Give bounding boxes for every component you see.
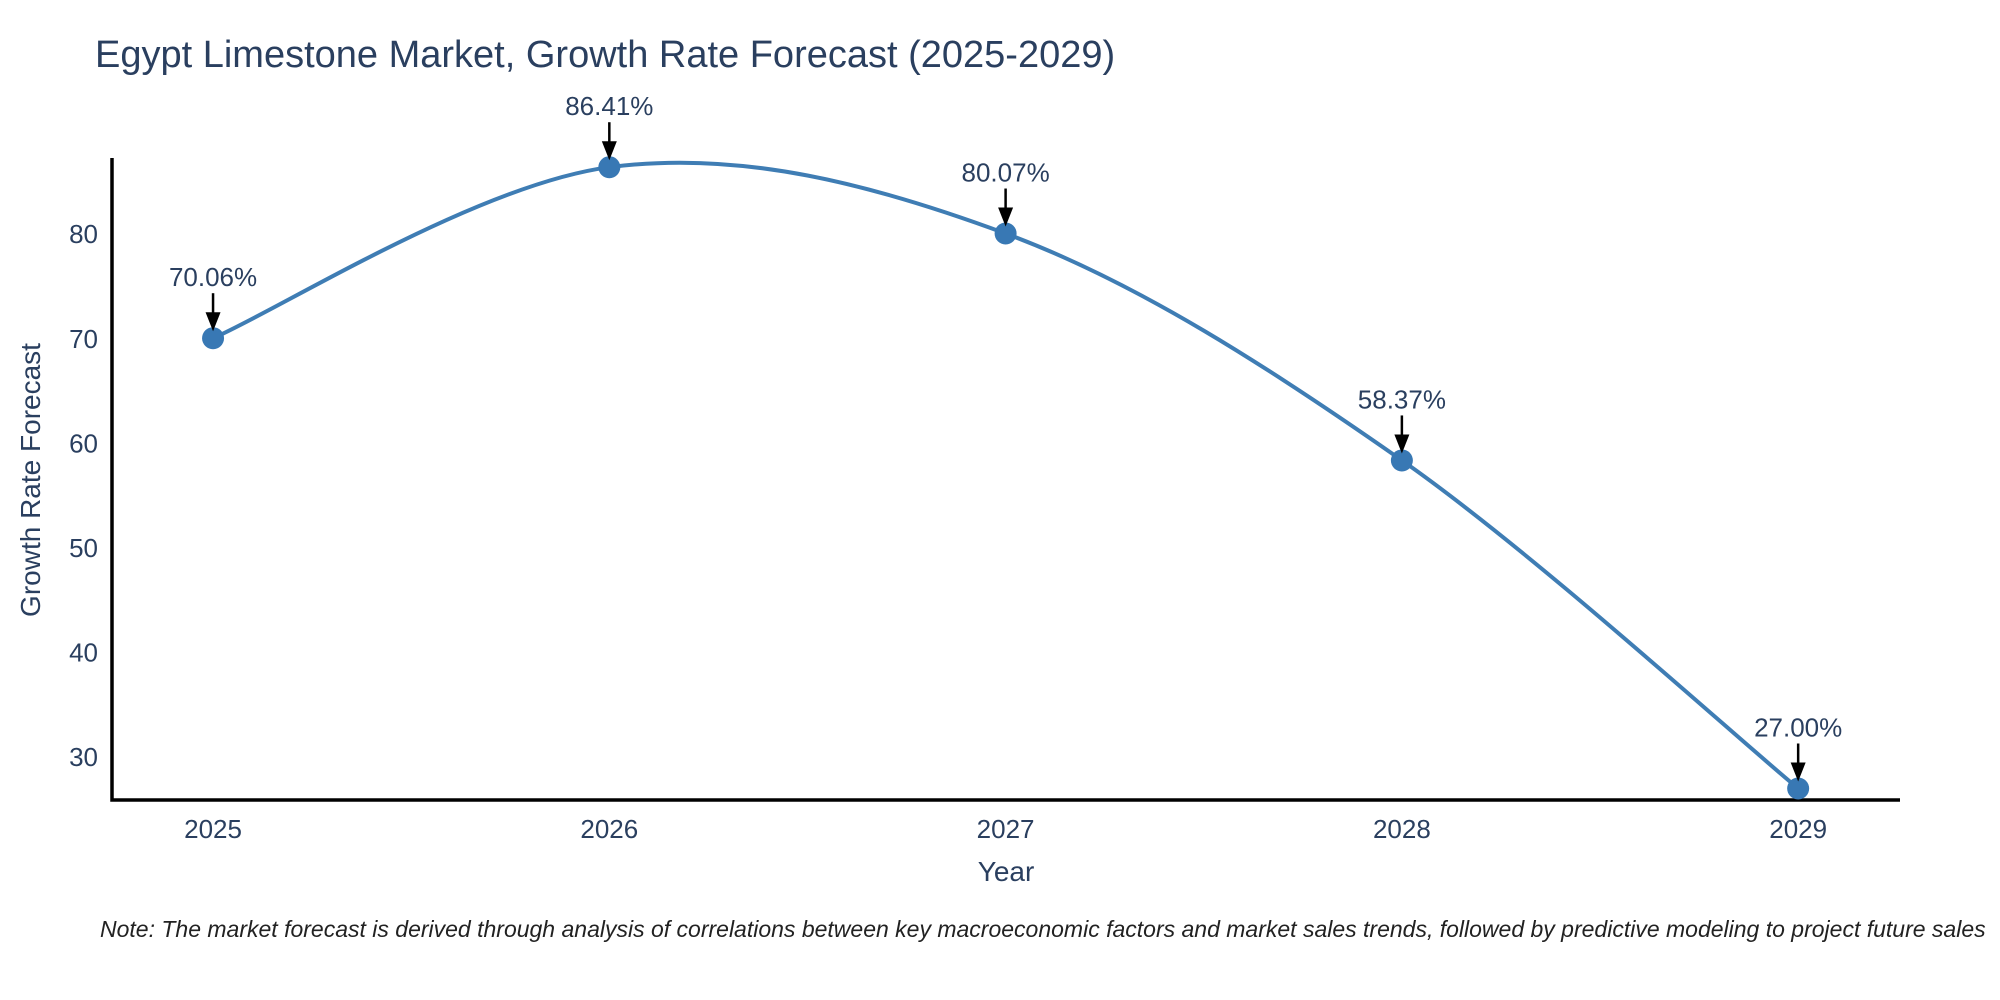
footnote: Note: The market forecast is derived thr… <box>100 916 1986 942</box>
y-axis-title: Growth Rate Forecast <box>15 343 46 617</box>
point-annotation-label: 86.41% <box>565 91 653 121</box>
annotation-arrowhead <box>205 312 221 332</box>
series-line <box>211 160 1801 791</box>
chart-title: Egypt Limestone Market, Growth Rate Fore… <box>95 34 1116 76</box>
x-tick-label: 2027 <box>977 814 1035 844</box>
data-point-marker[interactable] <box>202 327 225 350</box>
x-axis-title: Year <box>977 856 1035 887</box>
point-annotation-label: 70.06% <box>169 262 257 292</box>
data-point-marker[interactable] <box>1390 449 1413 472</box>
y-tick-label: 30 <box>69 742 98 772</box>
x-tick-label: 2028 <box>1373 814 1431 844</box>
point-annotation-label: 27.00% <box>1754 712 1842 742</box>
y-tick-label: 80 <box>69 219 98 249</box>
y-tick-label: 50 <box>69 533 98 563</box>
annotation-arrowhead <box>1790 762 1806 782</box>
y-tick-label: 60 <box>69 428 98 458</box>
annotation-arrowhead <box>601 141 617 161</box>
data-point-marker[interactable] <box>1787 777 1810 800</box>
annotation-arrowhead <box>1394 434 1410 454</box>
data-point-marker[interactable] <box>994 222 1017 245</box>
y-tick-label: 40 <box>69 638 98 668</box>
x-tick-label: 2025 <box>184 814 242 844</box>
axis-lines <box>110 158 1900 802</box>
x-tick-label: 2029 <box>1769 814 1827 844</box>
data-point-marker[interactable] <box>598 156 621 179</box>
point-annotation-label: 80.07% <box>962 158 1050 188</box>
point-annotation-label: 58.37% <box>1358 384 1446 414</box>
x-tick-label: 2026 <box>580 814 638 844</box>
y-tick-label: 70 <box>69 324 98 354</box>
annotation-arrowhead <box>998 207 1014 227</box>
